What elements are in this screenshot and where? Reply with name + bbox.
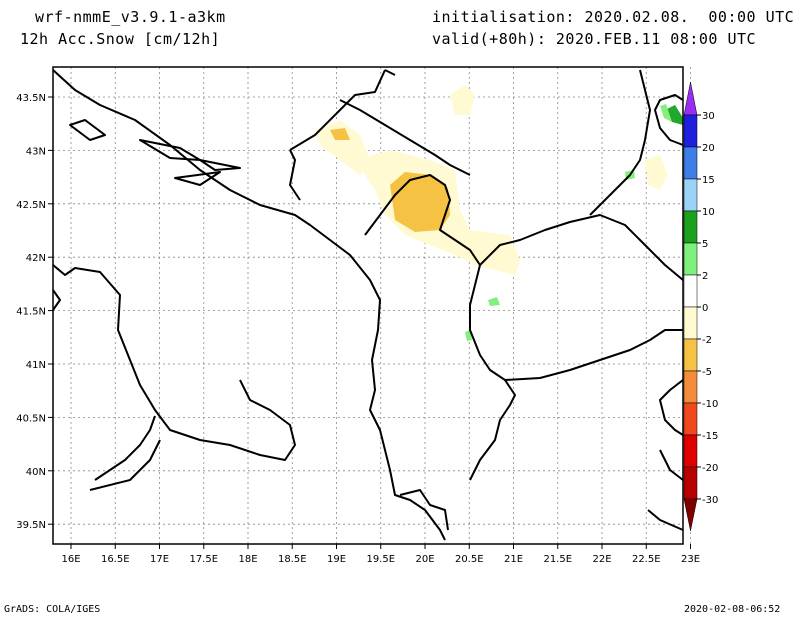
render-timestamp: 2020-02-08-06:52 [684,604,781,615]
colorbar-label: 5 [702,239,708,250]
lon-tick-label: 21.5E [543,554,572,565]
snow-medium-area-north [330,128,350,140]
snow-positive-light [660,104,672,122]
colorbar-label: -20 [702,463,718,474]
border-top [384,69,396,76]
snow-medium-area [390,172,450,232]
croatia-border [289,149,301,201]
lon-tick-label: 19.5E [366,554,395,565]
colorbar-label: 30 [702,111,715,122]
north-macedonia-border [479,214,684,281]
lon-tick-label: 20E [415,554,434,565]
lon-tick-label: 16.5E [101,554,130,565]
longitude-axis: 16E 16.5E 17E 17.5E 18E 18.5E 19E 19.5E 20E 20.5E… [61,544,700,565]
latitude-axis: 43.5N 43N 42.5N 42N 41.5N 41N 40.5N 40N 39.5N [16,93,53,531]
island-3 [174,171,221,186]
albania-border [364,174,516,481]
island-1 [69,119,106,141]
lon-tick-label: 19E [327,554,346,565]
colorbar-label: 15 [702,175,715,186]
lon-tick-label: 17E [150,554,169,565]
lon-tick-label: 17.5E [189,554,218,565]
colorbar-segment [683,242,698,276]
lat-tick-label: 41N [26,360,46,371]
lat-tick-label: 42.5N [16,200,46,211]
map-frame [52,66,684,545]
snow-light-area-east [645,155,668,190]
lat-tick-label: 43N [26,146,46,157]
colorbar-label: 10 [702,207,715,218]
aegean-coast-2 [659,449,684,481]
lon-tick-label: 22.5E [632,554,661,565]
colorbar-segment [683,178,698,212]
map-gridlines [53,67,691,544]
colorbar-segment [683,210,698,244]
snow-light-area-ne [450,85,475,115]
italy-south-coast [89,439,161,491]
colorbar-label: 20 [702,143,715,154]
lon-tick-label: 21E [504,554,523,565]
colorbar-bottom-arrow [683,498,698,532]
map-background [53,67,683,544]
lat-tick-label: 42N [26,253,46,264]
lon-tick-label: 22E [592,554,611,565]
colorbar-top-arrow [683,81,698,116]
bulgaria-border [589,69,651,216]
grads-credit: GrADS: COLA/IGES [4,604,101,615]
colorbar-segment [683,306,698,340]
colorbar-segment [683,402,698,436]
colorbar-label: 2 [702,271,708,282]
valid-time: valid(+80h): 2020.FEB.11 08:00 UTC [432,30,757,48]
lon-tick-label: 23E [681,554,700,565]
colorbar-segment [683,274,698,308]
corfu-coast [399,489,449,531]
bosnia-border [289,69,386,151]
colorbar-label: -2 [702,335,712,346]
lon-tick-label: 16E [61,554,80,565]
bulgaria-east-border [654,94,684,146]
lat-tick-label: 40N [26,467,46,478]
lon-tick-label: 20.5E [455,554,484,565]
colorbar-label: -10 [702,399,718,410]
colorbar-label: -5 [702,367,712,378]
italy-coast [52,264,296,461]
snow-positive-spot [488,297,500,306]
colorbar-label: -30 [702,495,718,506]
italy-coast-west [52,289,61,311]
coastlines-borders [52,69,684,541]
greece-border [504,329,683,381]
snow-positive-dark [665,105,683,125]
colorbar-segment [683,434,698,468]
colorbar-segment [683,146,698,180]
initialisation-time: initialisation: 2020.02.08. 00:00 UTC [432,8,795,26]
variable-name: 12h Acc.Snow [cm/12h] [20,30,221,48]
serbia-border [339,99,471,176]
lat-tick-label: 40.5N [16,413,46,424]
lat-tick-label: 41.5N [16,307,46,318]
lon-tick-label: 18.5E [278,554,307,565]
island-4 [199,159,241,171]
colorbar-segment [683,114,698,148]
colorbar-segment [683,338,698,372]
colorbar-segment [683,370,698,404]
snow-light-area-north [315,120,370,175]
colorbar-label: 0 [702,303,708,314]
aegean-coast-3 [647,509,684,531]
aegean-coast [659,379,684,436]
colorbar-label: -15 [702,431,718,442]
lat-tick-label: 43.5N [16,93,46,104]
lat-tick-label: 39.5N [16,520,46,531]
snow-shading [315,85,683,341]
italy-heel-coast [94,415,156,481]
model-name: wrf-nmmE_v3.9.1-a3km [35,8,226,26]
lon-tick-label: 18E [238,554,257,565]
colorbar-segment [683,466,698,500]
